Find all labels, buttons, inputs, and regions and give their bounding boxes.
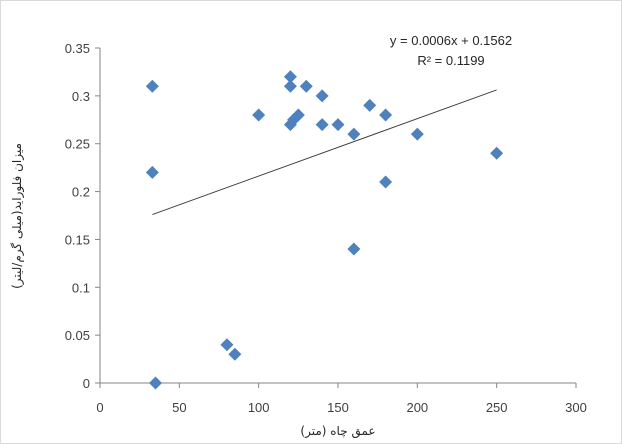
- data-point: [228, 347, 242, 361]
- trendline-equation: y = 0.0006x + 0.1562: [390, 33, 512, 48]
- data-point: [315, 118, 329, 132]
- data-point: [149, 376, 163, 390]
- data-point: [220, 338, 234, 352]
- data-point: [283, 79, 297, 93]
- x-tick-label: 100: [248, 400, 270, 415]
- data-point: [252, 108, 266, 122]
- data-point: [347, 242, 361, 256]
- y-tick-label: 0: [83, 376, 90, 391]
- x-tick-label: 250: [486, 400, 508, 415]
- y-tick-label: 0.05: [65, 328, 90, 343]
- x-tick-label: 300: [565, 400, 587, 415]
- y-tick-label: 0.1: [72, 280, 90, 295]
- data-point: [490, 146, 504, 160]
- data-point: [363, 98, 377, 112]
- trendline: [152, 89, 497, 216]
- data-point: [315, 89, 329, 103]
- y-axis-title: میزان فلوراید(میلی گرم/لیتر): [10, 143, 25, 289]
- y-tick-label: 0.35: [65, 41, 90, 56]
- y-tick-label: 0.25: [65, 137, 90, 152]
- data-point: [145, 79, 159, 93]
- data-point: [379, 175, 393, 189]
- data-point: [410, 127, 424, 141]
- data-point: [283, 70, 297, 84]
- axes: [99, 48, 576, 384]
- data-point: [145, 165, 159, 179]
- data-point: [331, 118, 345, 132]
- r-squared-label: R² = 0.1199: [417, 53, 484, 68]
- x-tick-label: 50: [172, 400, 186, 415]
- data-points: [145, 70, 504, 390]
- x-tick-label: 150: [327, 400, 349, 415]
- x-axis-ticks: 0 50 100 150 200 250 300: [96, 383, 587, 415]
- y-tick-label: 0.15: [65, 232, 90, 247]
- x-axis-title: عمق چاه (متر): [300, 424, 375, 439]
- data-point: [379, 108, 393, 122]
- data-point: [299, 79, 313, 93]
- x-tick-label: 200: [406, 400, 428, 415]
- y-tick-label: 0.3: [72, 89, 90, 104]
- data-point: [347, 127, 361, 141]
- data-point: [291, 108, 305, 122]
- x-tick-label: 0: [96, 400, 103, 415]
- y-axis-ticks: 0 0.05 0.1 0.15 0.2 0.25 0.3 0.35: [65, 41, 100, 391]
- y-tick-label: 0.2: [72, 185, 90, 200]
